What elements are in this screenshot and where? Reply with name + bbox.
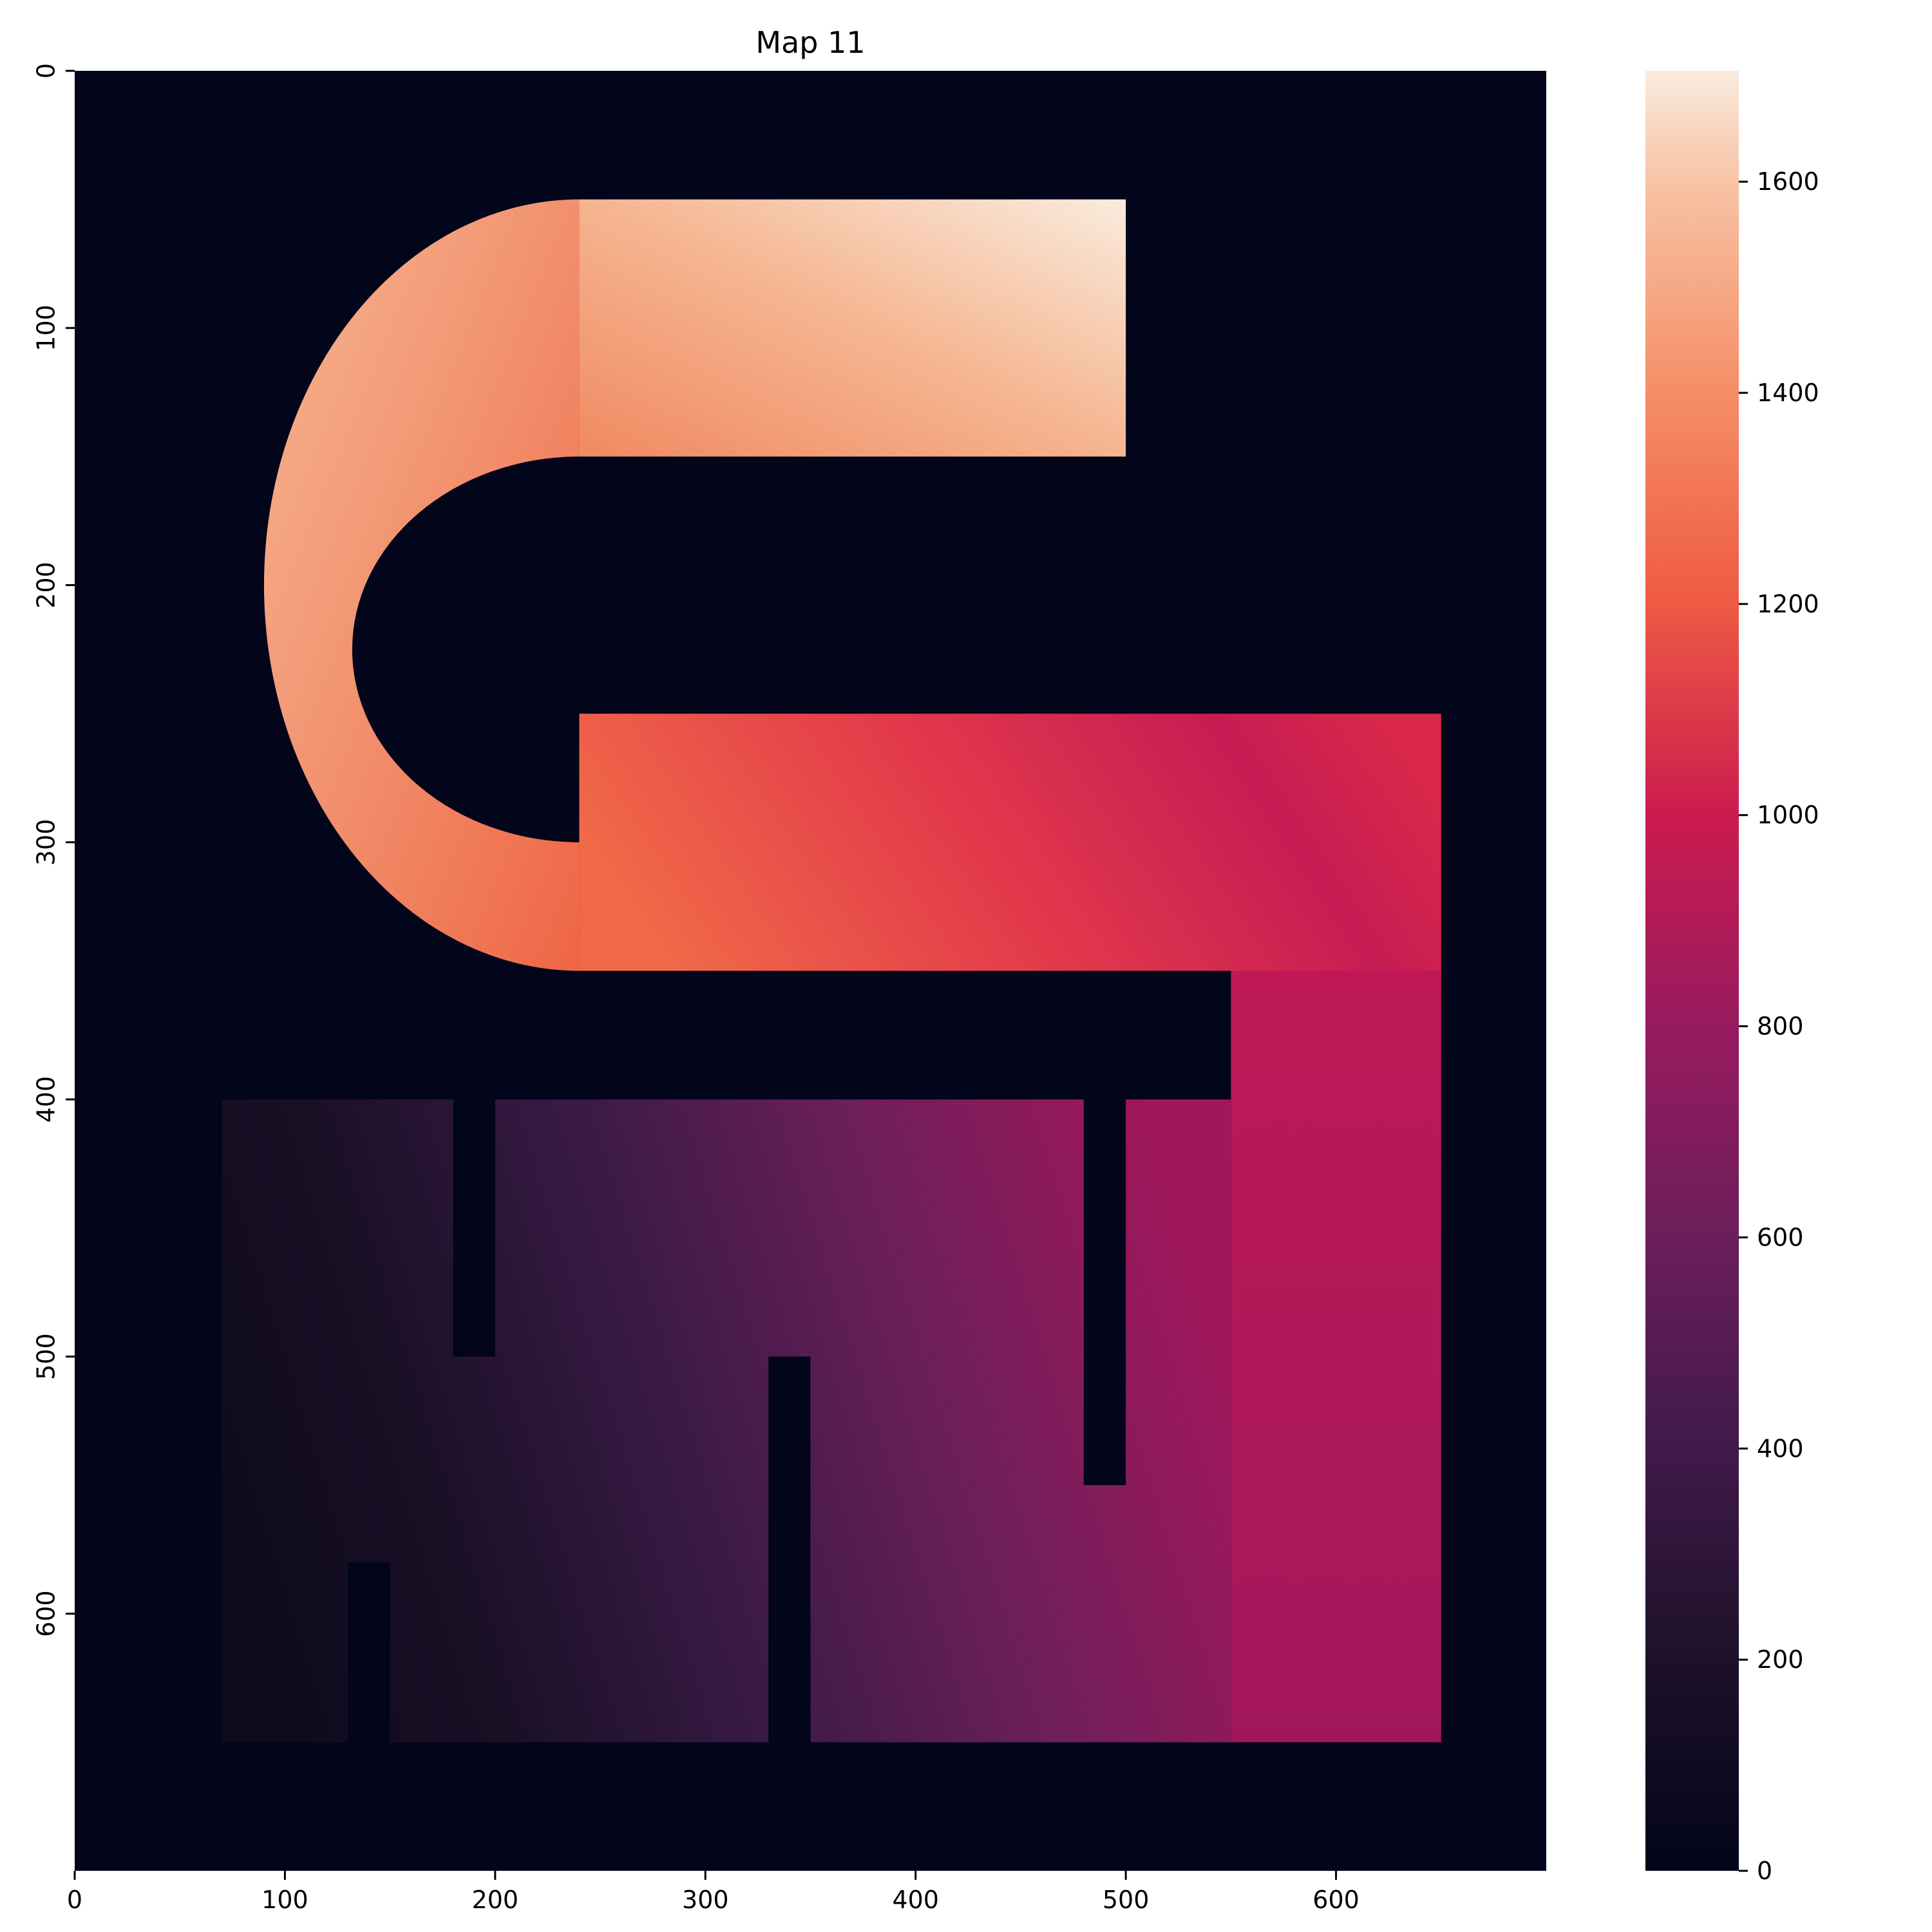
colorbar-tick-label: 1000 [1757,801,1819,829]
x-tick-label: 500 [1103,1886,1150,1914]
colorbar-tick-label: 1400 [1757,379,1819,407]
y-tick-label: 600 [32,1590,61,1637]
colorbar-axis: 0 200 400 600 800 1000 1200 1400 1600 [1739,167,1819,1885]
y-axis: 0 100 200 300 400 500 600 [32,63,75,1637]
y-tick-label: 300 [32,819,61,866]
x-tick-label: 600 [1312,1886,1359,1914]
heatmap-region-lower-region [222,1099,1231,1743]
colorbar-tick-label: 800 [1757,1012,1804,1041]
heatmap-region-upper-corridor-value-increase [263,199,580,971]
y-tick-label: 200 [32,562,61,609]
x-tick-label: 100 [261,1886,308,1914]
x-axis: 0 100 200 300 400 500 600 [67,1871,1359,1914]
colorbar [1645,71,1739,1871]
colorbar-tick-label: 400 [1757,1434,1804,1463]
x-tick-label: 0 [67,1886,82,1914]
heatmap-wall-3 [768,1356,811,1743]
chart-title: Map 11 [755,25,865,60]
heatmap-plot [75,71,1546,1871]
heatmap-walls [222,971,1231,1743]
heatmap-wall-4 [348,1562,390,1743]
heatmap-wall-2 [1083,1099,1126,1486]
x-tick-label: 300 [682,1886,729,1914]
heatmap-region-top-bar [579,199,1126,457]
heatmap-region-middle-corridor [579,714,1441,971]
colorbar-tick-label: 1200 [1757,590,1819,618]
colorbar-tick-label: 0 [1757,1857,1772,1885]
y-tick-label: 500 [32,1333,61,1380]
y-tick-label: 0 [32,63,61,79]
heatmap-wall-gap [222,971,1231,1100]
heatmap-wall-1 [453,1099,495,1357]
colorbar-tick-label: 1600 [1757,167,1819,196]
y-tick-label: 400 [32,1076,61,1123]
y-tick-label: 100 [32,305,61,352]
colorbar-tick-label: 600 [1757,1223,1804,1251]
x-tick-label: 200 [472,1886,519,1914]
heatmap-region-right-column [1231,971,1441,1743]
x-tick-label: 400 [892,1886,939,1914]
colorbar-tick-label: 200 [1757,1645,1804,1674]
